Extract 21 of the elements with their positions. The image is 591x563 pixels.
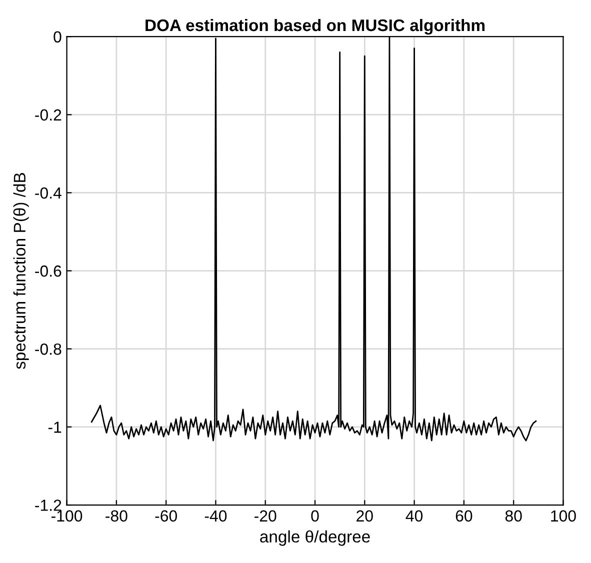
x-tick-label: -60: [155, 510, 177, 522]
x-tick-label: 40: [406, 510, 423, 522]
y-tick-label: -0.2: [35, 109, 62, 121]
y-tick-label: -0.4: [35, 187, 62, 199]
x-tick-label: 20: [356, 510, 373, 522]
chart-title: DOA estimation based on MUSIC algorithm: [146, 18, 485, 35]
x-tick-label: -20: [254, 510, 276, 522]
x-tick-label: -40: [204, 510, 227, 522]
x-tick-label: 60: [456, 510, 472, 522]
x-tick-label: 100: [551, 510, 576, 522]
y-tick-label: -0.6: [35, 265, 62, 277]
y-tick-label: -0.8: [35, 344, 62, 355]
x-tick-label: 0: [311, 510, 319, 522]
x-tick-label: 80: [505, 510, 522, 522]
x-axis-title: angle θ/degree: [260, 530, 370, 546]
x-tick-label: -80: [106, 510, 128, 522]
y-tick-label: 0: [54, 31, 62, 43]
y-tick-label: -1: [48, 422, 62, 433]
x-tick-label: -100: [52, 510, 82, 522]
y-axis-title: spectrum function P(θ) /dB: [13, 173, 29, 369]
y-tick-label: -1.2: [35, 500, 62, 511]
